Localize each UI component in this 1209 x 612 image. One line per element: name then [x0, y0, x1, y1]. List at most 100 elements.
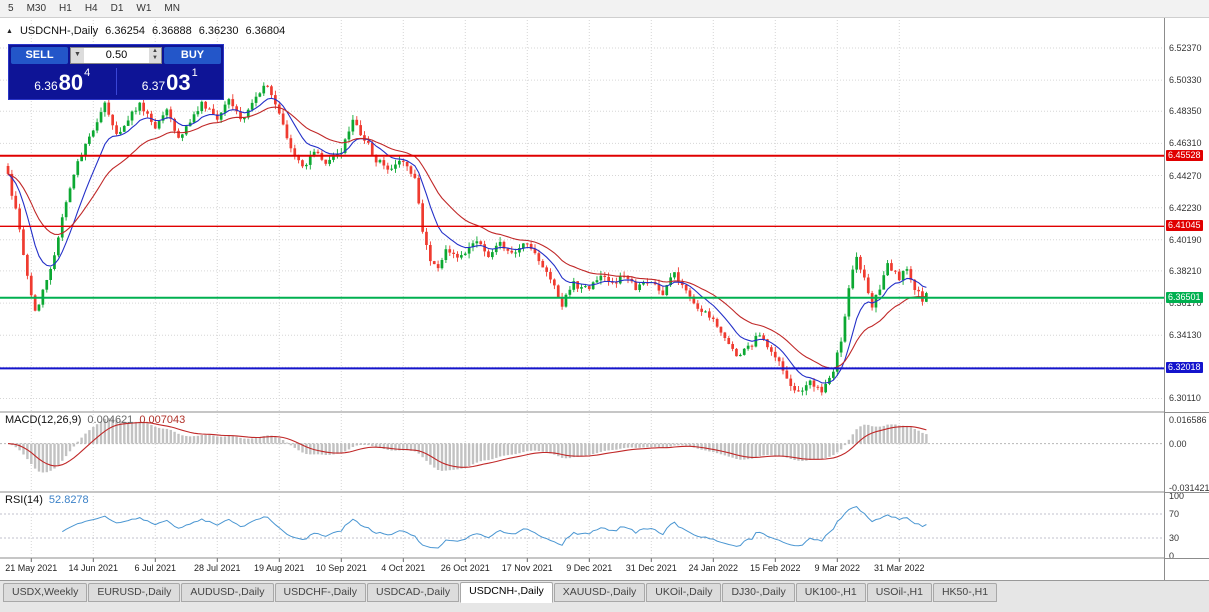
price-axis-label: 6.46310: [1169, 138, 1202, 149]
price-axis-label: 6.34130: [1169, 330, 1202, 341]
chart-tab-audusd-daily[interactable]: AUDUSD-,Daily: [181, 583, 274, 602]
price-axis-label: 6.52370: [1169, 43, 1202, 54]
price-level-badge[interactable]: 6.41045: [1166, 220, 1203, 232]
price-level-badge[interactable]: 6.32018: [1166, 362, 1203, 374]
timeframe-button-h1[interactable]: H1: [59, 3, 72, 14]
ohlc-open: 6.36254: [105, 25, 145, 37]
date-axis-label: 21 May 2021: [5, 563, 58, 573]
date-axis-label: 9 Dec 2021: [566, 563, 613, 573]
price-axis-label: 6.38210: [1169, 265, 1202, 276]
ask-point: 1: [191, 67, 198, 79]
macd-indicator-label: MACD(12,26,9) 0.004621 0.007043: [5, 414, 185, 426]
macd-axis-label: 0.016586: [1169, 415, 1207, 426]
chart-canvas[interactable]: [0, 18, 1164, 580]
macd-signal-line: [7, 421, 927, 468]
volume-input[interactable]: 0.50: [105, 49, 128, 61]
price-axis-label: 6.44270: [1169, 170, 1202, 181]
volume-dropdown-icon[interactable]: ▼: [71, 48, 84, 63]
volume-control: ▼ 0.50 ▲ ▼: [70, 47, 162, 64]
timeframe-button-d1[interactable]: D1: [110, 3, 124, 14]
timeframe-button-w1[interactable]: W1: [136, 3, 152, 14]
ohlc-close: 6.36804: [245, 25, 286, 37]
price-axis-label: 6.40190: [1169, 234, 1202, 245]
ask-price: 6.37 03 1: [117, 66, 224, 97]
ask-pips: 03: [166, 70, 191, 95]
chart-tabs-bar: USDX,Weekly EURUSD-,Daily AUDUSD-,Daily USD…: [0, 580, 1209, 612]
macd-histogram: [10, 418, 928, 473]
date-axis-label: 15 Feb 2022: [749, 563, 801, 573]
chart-tab-uk100-h1[interactable]: UK100-,H1: [795, 583, 866, 602]
timeframe-button-h4[interactable]: H4: [84, 3, 98, 14]
chart-tab-xauusd-daily[interactable]: XAUUSD-,Daily: [553, 583, 646, 602]
price-level-badge[interactable]: 6.36501: [1166, 291, 1203, 303]
date-axis-label: 28 Jul 2021: [193, 563, 241, 573]
volume-spinner[interactable]: ▲ ▼: [149, 48, 161, 63]
price-level-badge[interactable]: 6.45528: [1166, 149, 1203, 161]
timeframe-button-5[interactable]: 5: [8, 3, 14, 14]
date-axis-label: 31 Mar 2022: [873, 563, 925, 573]
spinner-down-icon[interactable]: ▼: [152, 55, 158, 61]
ohlc-high: 6.36888: [151, 25, 192, 37]
symbol-title: USDCNH-,Daily: [19, 25, 99, 37]
chart-tab-dj30-daily[interactable]: DJ30-,Daily: [722, 583, 795, 602]
rsi-axis-label: 70: [1169, 509, 1180, 519]
timeframe-toolbar: 5 M30 H1 H4 D1 W1 MN: [0, 0, 1209, 18]
axis-panel-separator: [1165, 412, 1209, 413]
rsi-axis-label: 100: [1169, 491, 1185, 501]
date-axis-label: 17 Nov 2021: [501, 563, 553, 573]
chart-tab-usdx-weekly[interactable]: USDX,Weekly: [3, 583, 88, 602]
ma-fast-line: [7, 97, 927, 384]
ma-slow-line: [7, 106, 927, 369]
timeframe-button-mn[interactable]: MN: [164, 3, 180, 14]
macd-name: MACD(12,26,9): [5, 414, 82, 426]
rsi-indicator-label: RSI(14) 52.8278: [5, 494, 89, 506]
date-axis-label: 6 Jul 2021: [134, 563, 177, 573]
timeframe-button-m30[interactable]: M30: [26, 3, 47, 14]
macd-axis-label: -0.031421: [1169, 482, 1209, 493]
chart-ohlc-header: ▲ USDCNH-,Daily 6.36254 6.36888 6.36230 …: [6, 25, 285, 37]
one-click-trading-panel: SELL ▼ 0.50 ▲ ▼ BUY 6.36 80 4 6.37 03 1: [8, 44, 224, 100]
date-axis-label: 19 Aug 2021: [253, 563, 305, 573]
chart-tab-ukoil-daily[interactable]: UKOil-,Daily: [646, 583, 722, 602]
bid-point: 4: [84, 67, 91, 79]
axis-panel-separator: [1165, 558, 1209, 559]
macd-value-2: 0.007043: [139, 414, 186, 426]
rsi-value: 52.8278: [48, 494, 89, 506]
ohlc-low: 6.36230: [198, 25, 239, 37]
price-axis-label: 6.50330: [1169, 75, 1202, 86]
bid-big-figure: 6.36: [34, 79, 58, 93]
price-axis-label: 6.42230: [1169, 202, 1202, 213]
date-axis-label: 9 Mar 2022: [814, 563, 861, 573]
chart-tab-usdchf-daily[interactable]: USDCHF-,Daily: [274, 583, 367, 602]
bid-pips: 80: [58, 70, 84, 95]
chart-area[interactable]: ▲ USDCNH-,Daily 6.36254 6.36888 6.36230 …: [0, 18, 1164, 580]
price-divider: [115, 68, 117, 95]
rsi-name: RSI(14): [5, 494, 43, 506]
ask-big-figure: 6.37: [141, 79, 166, 93]
candles-layer: [6, 82, 928, 396]
chart-tab-usoil-h1[interactable]: USOil-,H1: [866, 583, 932, 602]
axis-panel-separator: [1165, 492, 1209, 493]
chart-tab-eurusd-daily[interactable]: EURUSD-,Daily: [88, 583, 181, 602]
chart-tab-usdcnh-daily[interactable]: USDCNH-,Daily: [460, 582, 553, 603]
price-axis-label: 6.30110: [1169, 393, 1201, 404]
date-axis-label: 4 Oct 2021: [381, 563, 426, 573]
date-axis-label: 14 Jun 2021: [68, 563, 119, 573]
price-axis-label: 6.36170: [1169, 298, 1202, 309]
rsi-axis-label: 0: [1169, 551, 1175, 561]
date-axis-label: 10 Sep 2021: [315, 563, 367, 573]
symbol-direction-icon: ▲: [6, 27, 13, 35]
date-axis-label: 26 Oct 2021: [440, 563, 490, 573]
rsi-line: [62, 506, 927, 549]
rsi-axis-label: 30: [1169, 533, 1180, 543]
date-axis-label: 31 Dec 2021: [625, 563, 677, 573]
price-axis: 6.52370 6.50330 6.48350 6.46310 6.44270 6.422…: [1164, 18, 1209, 580]
sell-button[interactable]: SELL: [11, 47, 68, 64]
date-axis-label: 24 Jan 2022: [688, 563, 739, 573]
spinner-up-icon[interactable]: ▲: [152, 48, 158, 54]
macd-axis-label: 0.00: [1169, 438, 1187, 449]
buy-button[interactable]: BUY: [164, 47, 221, 64]
chart-tab-usdcad-daily[interactable]: USDCAD-,Daily: [367, 583, 460, 602]
chart-tab-hk50-h1[interactable]: HK50-,H1: [932, 583, 998, 602]
